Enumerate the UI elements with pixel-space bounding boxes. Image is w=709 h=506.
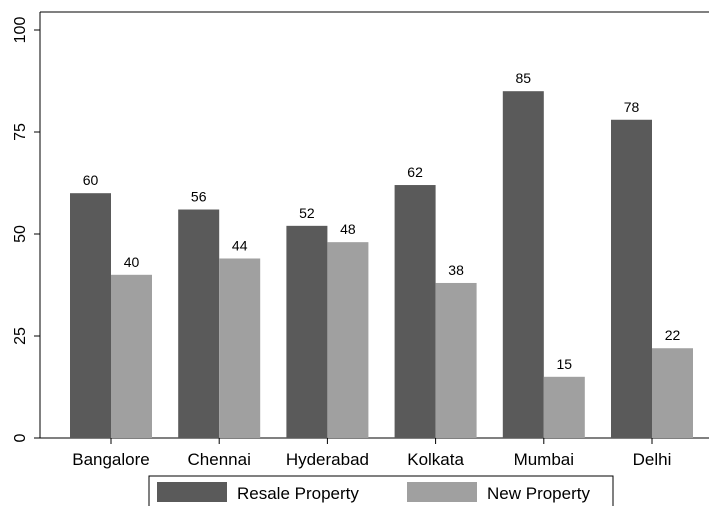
bar-new-hyderabad <box>327 242 369 438</box>
data-label: 60 <box>83 172 99 188</box>
category-label-hyderabad: Hyderabad <box>286 450 369 469</box>
y-tick-label: 25 <box>12 327 29 345</box>
bar-resale-bangalore <box>70 193 111 438</box>
bar-new-mumbai <box>543 376 585 438</box>
bar-new-chennai <box>219 258 261 438</box>
y-tick-label: 50 <box>12 225 29 243</box>
category-labels: Bangalore Chennai Hyderabad Kolkata Mumbai De… <box>72 438 671 469</box>
data-label: 22 <box>665 327 681 343</box>
data-label: 15 <box>557 356 573 372</box>
category-label-delhi: Delhi <box>633 450 672 469</box>
data-label: 44 <box>232 237 248 253</box>
legend-label-new: New Property <box>487 484 590 503</box>
legend-label-resale: Resale Property <box>237 484 359 503</box>
bar-resale-chennai <box>178 209 220 438</box>
legend-swatch-new <box>407 482 477 502</box>
data-label: 85 <box>516 70 532 86</box>
data-label: 48 <box>340 221 356 237</box>
data-label: 56 <box>191 189 207 205</box>
y-tick-label: 75 <box>12 123 29 141</box>
bar-resale-mumbai <box>502 91 544 438</box>
category-label-mumbai: Mumbai <box>514 450 574 469</box>
bars <box>70 91 693 438</box>
data-label: 78 <box>624 99 640 115</box>
bar-new-kolkata <box>435 282 477 438</box>
legend-swatch-resale <box>157 482 227 502</box>
y-tick-label: 0 <box>12 433 29 442</box>
data-label: 38 <box>448 262 464 278</box>
y-tick-label: 100 <box>12 17 29 44</box>
bar-new-bangalore <box>111 274 152 438</box>
data-label: 62 <box>407 164 423 180</box>
category-label-kolkata: Kolkata <box>407 450 464 469</box>
bar-new-delhi <box>652 348 693 438</box>
y-axis-ticks: 0 25 50 75 100 <box>12 17 40 442</box>
bar-resale-hyderabad <box>286 225 328 438</box>
bar-resale-delhi <box>611 119 652 438</box>
category-label-bangalore: Bangalore <box>72 450 150 469</box>
category-label-chennai: Chennai <box>188 450 251 469</box>
data-label: 40 <box>124 254 140 270</box>
legend: Resale Property New Property <box>148 475 614 506</box>
bar-resale-kolkata <box>394 185 436 438</box>
data-label: 52 <box>299 205 315 221</box>
data-labels: 60 40 56 44 52 48 62 38 85 15 78 22 <box>83 70 681 372</box>
